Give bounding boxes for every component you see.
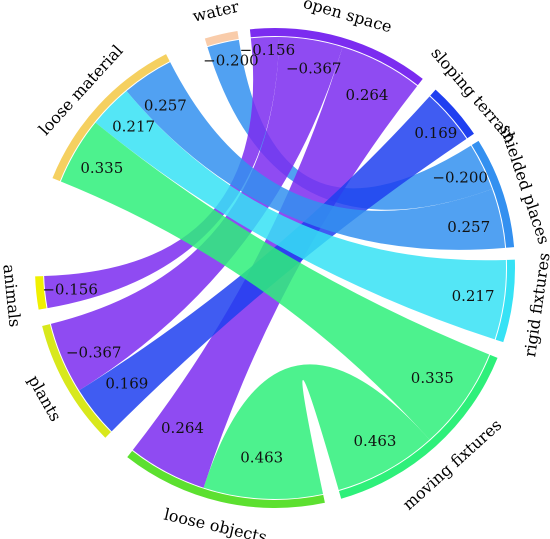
link-value-source-open-space-animals: −0.156: [240, 41, 296, 59]
node-arc-water: [204, 30, 239, 47]
link-value-source-loose-material-shielded-places: 0.257: [144, 97, 187, 115]
link-value-target-loose-material-shielded-places: 0.257: [447, 218, 490, 236]
node-label-loose-objects: loose objects: [162, 505, 269, 539]
link-value-source-water-shielded-places: −0.200: [203, 52, 259, 70]
ribbon-open-space-plants: [50, 37, 343, 391]
ribbon-loose-material-rigid-fixtures: [95, 91, 507, 340]
link-value-source-open-space-plants: −0.367: [286, 60, 342, 78]
link-value-target-loose-material-rigid-fixtures: 0.217: [452, 287, 495, 305]
node-label-animals: animals: [0, 263, 25, 328]
link-value-source-loose-objects-moving-fixtures: 0.463: [240, 449, 283, 467]
node-label-rigid-fixtures: rigid fixtures: [520, 251, 550, 358]
link-value-source-loose-material-moving-fixtures: 0.335: [80, 159, 123, 177]
node-arc-plants: [42, 324, 111, 438]
ribbon-loose-material-moving-fixtures: [60, 122, 490, 440]
link-value-source-sloping-terrain-plants: 0.169: [414, 124, 457, 142]
link-value-target-loose-objects-moving-fixtures: 0.463: [354, 432, 397, 450]
node-label-open-space: open space: [301, 0, 394, 36]
node-label-water: water: [191, 0, 241, 26]
node-label-plants: plants: [24, 372, 65, 425]
node-arc-open-space: [249, 28, 423, 86]
link-value-source-loose-material-rigid-fixtures: 0.217: [112, 118, 155, 136]
link-value-target-loose-material-moving-fixtures: 0.335: [411, 369, 454, 387]
link-value-target-water-shielded-places: −0.200: [432, 169, 488, 187]
node-arc-animals: [35, 276, 47, 310]
node-arc-loose-objects: [127, 450, 325, 509]
link-value-source-open-space-loose-objects: 0.264: [346, 86, 389, 104]
link-value-target-sloping-terrain-plants: 0.169: [105, 375, 148, 393]
link-value-target-open-space-loose-objects: 0.264: [161, 419, 204, 437]
node-arc-shielded-places: [471, 140, 515, 248]
node-arc-rigid-fixtures: [495, 259, 515, 343]
node-arc-loose-material: [52, 54, 170, 182]
ribbon-loose-objects-moving-fixtures: [203, 364, 430, 500]
link-value-target-open-space-plants: −0.367: [66, 344, 122, 362]
node-arc-sloping-terrain: [430, 89, 474, 139]
link-value-target-open-space-animals: −0.156: [42, 281, 98, 299]
ribbon-loose-material-shielded-places: [126, 62, 506, 250]
ribbon-open-space-animals: [44, 37, 280, 309]
